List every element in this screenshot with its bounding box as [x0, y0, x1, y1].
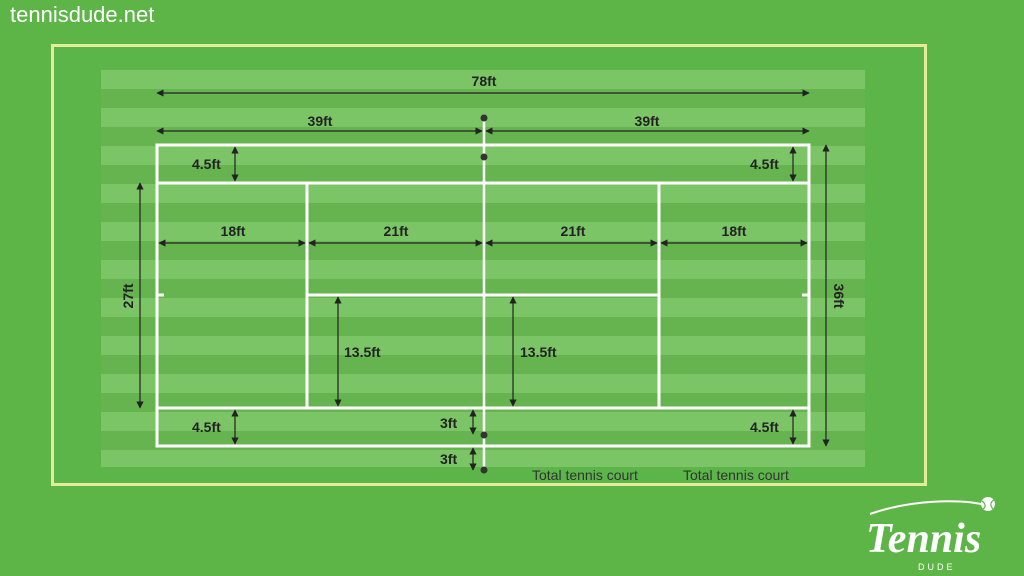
- logo-subtext: DUDE: [918, 562, 956, 572]
- label-singles-width: 27ft: [120, 283, 136, 308]
- label-back-left: 18ft: [221, 223, 246, 239]
- net-post: [480, 466, 488, 474]
- label-service-box-right: 13.5ft: [520, 344, 557, 360]
- label-net-post-1: 3ft: [440, 415, 457, 431]
- label-half-left: 39ft: [308, 113, 333, 129]
- label-alley-top-left: 4.5ft: [192, 156, 221, 172]
- tennis-ball-icon: [981, 497, 995, 511]
- grass-stripe: [101, 70, 865, 89]
- label-alley-top-right: 4.5ft: [750, 156, 779, 172]
- label-service-right: 21ft: [561, 223, 586, 239]
- logo-swoosh: [869, 500, 991, 515]
- dimension-arrows: [136, 89, 830, 471]
- logo-wordmark: Tennis: [866, 516, 981, 562]
- label-net-post-2: 3ft: [440, 451, 457, 467]
- label-alley-bottom-right: 4.5ft: [750, 419, 779, 435]
- label-alley-bottom-left: 4.5ft: [192, 419, 221, 435]
- net-post: [480, 431, 488, 439]
- caption-left: Total tennis court: [532, 467, 638, 483]
- label-service-left: 21ft: [384, 223, 409, 239]
- site-url: tennisdude.net: [10, 2, 155, 27]
- net-post: [480, 114, 488, 122]
- tennis-dude-logo: Tennis DUDE: [866, 497, 995, 572]
- caption-right: Total tennis court: [683, 467, 789, 483]
- label-service-box-left: 13.5ft: [344, 344, 381, 360]
- label-total-length: 78ft: [472, 73, 497, 89]
- net-post: [480, 153, 488, 161]
- grass-stripe: [101, 89, 865, 108]
- label-half-right: 39ft: [635, 113, 660, 129]
- label-doubles-width: 36ft: [831, 284, 847, 309]
- label-back-right: 18ft: [722, 223, 747, 239]
- net-posts: [480, 114, 488, 474]
